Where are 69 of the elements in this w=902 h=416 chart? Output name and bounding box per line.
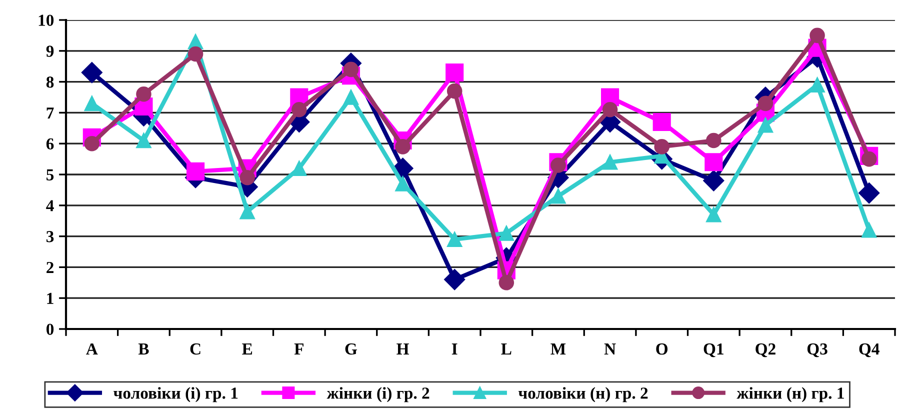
y-tick-label: 0 — [46, 324, 54, 335]
point — [652, 112, 671, 131]
point — [446, 232, 462, 248]
x-tick-label: Q2 — [756, 343, 776, 358]
x-tick-label: A — [86, 343, 98, 354]
point — [602, 154, 618, 170]
point — [444, 269, 466, 290]
x-tick-label: O — [656, 343, 668, 355]
point — [858, 182, 880, 204]
point — [758, 96, 774, 112]
point — [240, 204, 255, 220]
point — [810, 77, 825, 93]
point — [810, 28, 825, 44]
x-tick-label: H — [396, 344, 409, 354]
y-tick-label: 7 — [46, 108, 54, 118]
point — [703, 170, 724, 192]
point — [550, 188, 566, 204]
y-tick-label: 5 — [46, 169, 54, 180]
point — [395, 139, 410, 154]
y-tick-label: 3 — [46, 231, 54, 242]
x-tick-label: N — [604, 344, 616, 354]
x-tick-label: M — [550, 344, 566, 354]
point — [292, 102, 307, 118]
point — [343, 90, 359, 105]
point — [498, 226, 514, 241]
point — [84, 136, 100, 152]
point — [81, 62, 102, 84]
point — [861, 222, 877, 238]
point — [706, 132, 722, 148]
point — [186, 162, 205, 180]
point — [446, 63, 464, 82]
x-tick-label: Q3 — [807, 343, 828, 358]
point — [84, 96, 100, 112]
point — [704, 153, 723, 172]
point — [446, 83, 462, 99]
x-tick-label: G — [345, 343, 357, 355]
point — [240, 170, 255, 186]
point — [188, 46, 204, 62]
x-tick-label: B — [138, 344, 149, 355]
x-tick-label: C — [190, 343, 200, 355]
legend-label: жінки (н) гр. 1 — [736, 387, 844, 402]
y-tick-label: 10 — [38, 14, 54, 26]
point — [550, 158, 566, 173]
point — [136, 132, 152, 148]
point — [498, 275, 514, 290]
y-tick-label: 2 — [46, 262, 54, 273]
x-tick-label: Q1 — [704, 343, 724, 358]
x-tick-label: Q4 — [859, 343, 880, 358]
point — [654, 139, 670, 154]
y-tick-label: 6 — [46, 138, 54, 150]
y-tick-label: 1 — [47, 292, 54, 304]
x-tick-label: F — [294, 344, 304, 354]
y-tick-label: 4 — [46, 200, 54, 212]
point — [395, 176, 410, 192]
y-tick-label: 9 — [46, 46, 54, 57]
point — [292, 160, 307, 176]
point — [758, 117, 774, 133]
y-tick-label: 8 — [46, 76, 54, 88]
legend-label: чоловіки (н) гр. 2 — [518, 387, 648, 402]
x-tick-label: E — [242, 344, 252, 354]
point — [706, 207, 722, 222]
point — [343, 62, 359, 78]
legend-label: жінки (і) гр. 2 — [326, 387, 430, 402]
point — [861, 151, 877, 167]
point — [136, 86, 152, 102]
x-tick-label: L — [501, 344, 512, 354]
x-tick-label: I — [452, 344, 458, 354]
point — [602, 102, 618, 118]
legend-label: чоловіки (і) гр. 1 — [114, 387, 238, 402]
